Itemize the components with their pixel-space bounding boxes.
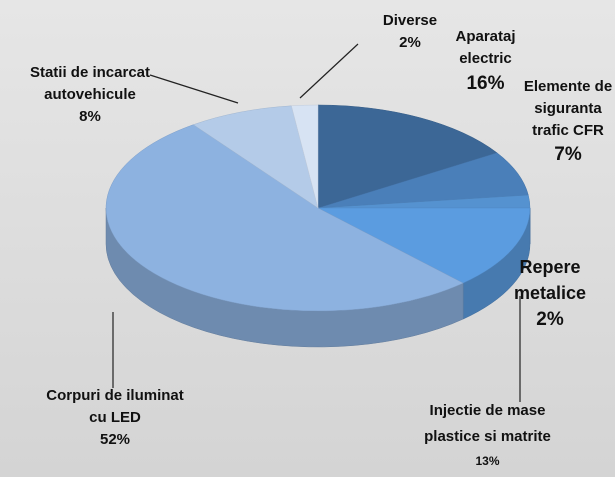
slice (291, 104, 319, 209)
slice-label: Repere metalice 2% (513, 257, 587, 331)
slice (317, 207, 531, 284)
leader-line (299, 43, 359, 99)
slice (317, 104, 498, 209)
slice (105, 124, 464, 312)
slice-label: Corpuri de iluminat cu LED 52% (46, 387, 184, 448)
slice (192, 105, 319, 209)
slice-label: Aparataj electric 16% (455, 28, 516, 94)
slice-label: Injectie de mase plastice si matrite 13% (424, 402, 551, 468)
slice-label: Diverse 2% (382, 12, 438, 51)
leader-line (149, 74, 239, 104)
slice-label: Elemente de siguranta trafic CFR 7% (523, 78, 613, 166)
slice-label: Statii de incarcat autovehicule 8% (29, 64, 151, 125)
